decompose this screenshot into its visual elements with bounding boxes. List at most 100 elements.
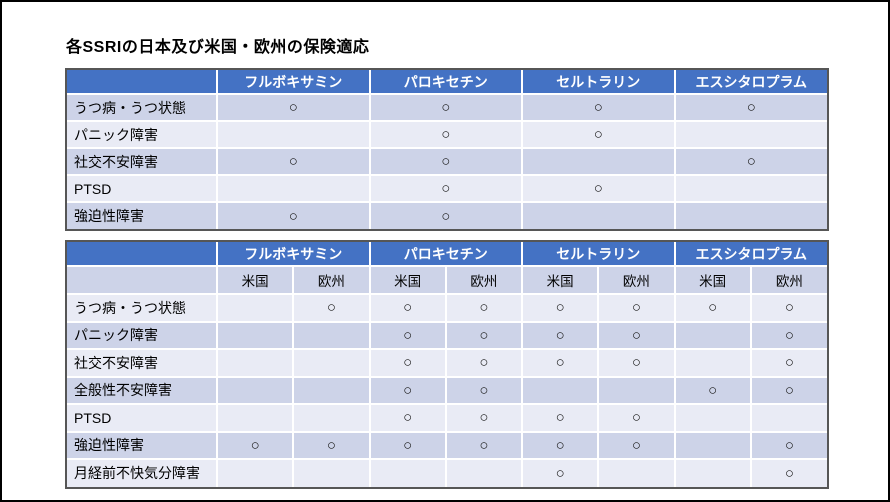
drug-column-header: フルボキサミン [216, 70, 371, 95]
approval-cell: ○ [368, 93, 523, 122]
approval-cell [673, 174, 827, 203]
us-eu-table-header: フルボキサミン パロキセチン セルトラリン エスシタロプラム 米国 欧州 米国 欧州 米国 欧州米… [67, 242, 827, 295]
approval-cell [597, 458, 676, 487]
approval-cell [292, 320, 371, 350]
table-row: 社交不安障害 ○ ○ ○ ○ ○ [67, 348, 827, 378]
approval-cell: ○ [673, 93, 827, 122]
approval-cell [292, 348, 371, 378]
approval-cell: ○ [215, 430, 295, 460]
table-row: パニック障害 ○ ○ [67, 120, 827, 149]
drug-column-header: エスシタロプラム [673, 70, 827, 95]
approval-cell: ○ [444, 348, 524, 378]
approval-cell [215, 375, 295, 405]
approval-cell: ○ [673, 375, 752, 405]
table-row: PTSD ○ ○ ○ ○ [67, 403, 827, 433]
approval-cell [215, 403, 295, 433]
indication-row-label: うつ病・うつ状態 [67, 293, 218, 323]
approval-cell: ○ [292, 430, 371, 460]
approval-cell: ○ [520, 458, 600, 487]
table-row: 全般性不安障害 ○ ○ ○ ○ [67, 375, 827, 405]
table-us-eu-approvals: フルボキサミン パロキセチン セルトラリン エスシタロプラム 米国 欧州 米国 欧州 米国 欧州米… [65, 240, 829, 489]
table-row: パニック障害 ○ ○ ○ ○ ○ [67, 320, 827, 350]
approval-cell: ○ [520, 348, 600, 378]
indication-row-label: 全般性不安障害 [67, 375, 218, 405]
approval-cell: ○ [520, 403, 600, 433]
table-row: うつ病・うつ状態 ○ ○ ○ ○ ○ ○ ○ [67, 293, 827, 323]
indication-row-label: うつ病・うつ状態 [67, 93, 218, 122]
indication-row-label: PTSD [67, 403, 218, 433]
us-eu-table-body: うつ病・うつ状態 ○ ○ ○ ○ ○ ○ ○ パニック障害 ○ ○ ○ ○ ○ 社交不安障害 ○ ○ ○ ○ ○ 全般性… [67, 293, 827, 487]
region-subheader: 米国 [215, 265, 295, 295]
approval-cell: ○ [368, 430, 447, 460]
approval-cell: ○ [216, 93, 371, 122]
indication-row-label: 強迫性障害 [67, 201, 218, 229]
indication-row-label: PTSD [67, 174, 218, 203]
region-corner-cell [67, 265, 218, 295]
indication-row-label: 社交不安障害 [67, 348, 218, 378]
indication-row-label: 月経前不快気分障害 [67, 458, 218, 487]
region-subheader: 欧州 [597, 265, 676, 295]
approval-cell: ○ [597, 293, 676, 323]
approval-cell [673, 120, 827, 149]
japan-table-body: うつ病・うつ状態 ○ ○ ○ ○ パニック障害 ○ ○ 社交不安障害 ○ ○ ○ PTSD ○ ○ 強迫性障害… [67, 93, 827, 229]
slide-title: 各SSRIの日本及び米国・欧州の保険適応 [66, 39, 370, 56]
approval-cell [521, 201, 676, 229]
approval-cell: ○ [749, 293, 827, 323]
approval-cell: ○ [368, 348, 447, 378]
approval-cell: ○ [292, 293, 371, 323]
approval-cell [749, 403, 827, 433]
approval-cell [673, 201, 827, 229]
approval-cell: ○ [444, 293, 524, 323]
approval-cell [292, 375, 371, 405]
drug-column-header: フルボキサミン [216, 242, 371, 267]
indication-row-label: パニック障害 [67, 320, 218, 350]
approval-cell [215, 348, 295, 378]
indication-row-label: パニック障害 [67, 120, 218, 149]
approval-cell: ○ [444, 403, 524, 433]
us-eu-approval-table: フルボキサミン パロキセチン セルトラリン エスシタロプラム 米国 欧州 米国 欧州 米国 欧州米… [67, 242, 827, 487]
approval-cell [215, 458, 295, 487]
approval-cell [673, 458, 752, 487]
table-row: 強迫性障害 ○ ○ ○ ○ ○ ○ ○ [67, 430, 827, 460]
approval-cell [215, 293, 295, 323]
approval-cell: ○ [521, 174, 676, 203]
approval-cell [216, 120, 371, 149]
table-japan-approvals: フルボキサミン パロキセチン セルトラリン エスシタロプラム うつ病・うつ状態 ○ ○ ○ ○ パ… [65, 68, 829, 231]
indication-row-label: 強迫性障害 [67, 430, 218, 460]
approval-cell [216, 174, 371, 203]
approval-cell [292, 458, 371, 487]
approval-cell: ○ [368, 320, 447, 350]
drug-column-header: パロキセチン [368, 242, 523, 267]
approval-cell: ○ [368, 174, 523, 203]
japan-table-header: フルボキサミン パロキセチン セルトラリン エスシタロプラム [67, 70, 827, 95]
approval-cell: ○ [673, 293, 752, 323]
region-subheader: 欧州 [444, 265, 524, 295]
approval-cell: ○ [597, 348, 676, 378]
approval-cell [292, 403, 371, 433]
drug-column-header: パロキセチン [368, 70, 523, 95]
indication-row-label: 社交不安障害 [67, 147, 218, 176]
approval-cell: ○ [368, 201, 523, 229]
approval-cell: ○ [444, 375, 524, 405]
approval-cell: ○ [521, 120, 676, 149]
approval-cell [673, 403, 752, 433]
table-row: うつ病・うつ状態 ○ ○ ○ ○ [67, 93, 827, 122]
region-subheader-row: 米国 欧州 米国 欧州 米国 欧州 米国 欧州 [67, 265, 827, 295]
header-row: フルボキサミン パロキセチン セルトラリン エスシタロプラム [67, 70, 827, 95]
corner-cell [67, 242, 218, 267]
table-row: PTSD ○ ○ [67, 174, 827, 203]
approval-cell: ○ [673, 147, 827, 176]
approval-cell: ○ [368, 120, 523, 149]
approval-cell [521, 147, 676, 176]
approval-cell [520, 375, 600, 405]
drug-column-header: セルトラリン [521, 242, 676, 267]
corner-cell [67, 70, 218, 95]
region-subheader: 欧州 [749, 265, 827, 295]
approval-cell: ○ [597, 403, 676, 433]
table-row: 月経前不快気分障害 ○ ○ [67, 458, 827, 487]
header-row: フルボキサミン パロキセチン セルトラリン エスシタロプラム [67, 242, 827, 267]
approval-cell: ○ [368, 375, 447, 405]
region-subheader: 米国 [673, 265, 752, 295]
approval-cell: ○ [749, 430, 827, 460]
approval-cell: ○ [521, 93, 676, 122]
